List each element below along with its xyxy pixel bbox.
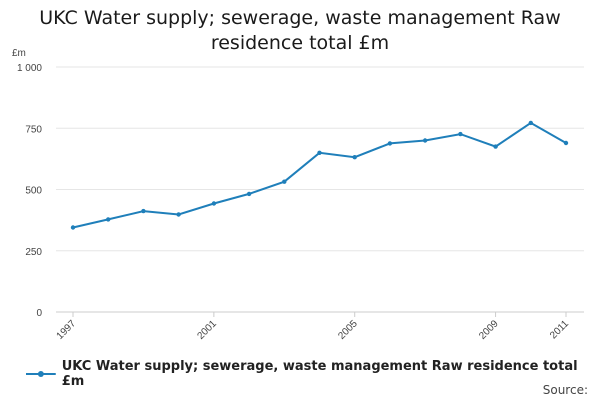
- series-line[interactable]: [72, 121, 567, 229]
- data-point[interactable]: [246, 191, 252, 197]
- data-point[interactable]: [176, 212, 181, 217]
- data-point[interactable]: [352, 155, 357, 160]
- y-axis-ticks: 0 250 500 750 1 000: [17, 63, 42, 319]
- x-tick-label: 1997: [55, 318, 79, 342]
- chart-title: UKC Water supply; sewerage, waste manage…: [39, 7, 561, 54]
- data-point[interactable]: [493, 144, 498, 149]
- data-point[interactable]: [563, 140, 569, 146]
- y-tick-label: 750: [25, 124, 42, 135]
- y-tick-label: 1 000: [17, 63, 42, 74]
- data-point[interactable]: [211, 201, 217, 206]
- x-tick-label: 2011: [548, 318, 571, 341]
- data-point[interactable]: [387, 141, 393, 146]
- data-point[interactable]: [528, 120, 533, 126]
- grid-lines: [56, 66, 584, 313]
- y-axis-unit-label: £m: [12, 48, 26, 59]
- x-tick-label: 2001: [195, 318, 219, 342]
- legend-line-marker-icon: [26, 371, 56, 377]
- y-tick-label: 0: [36, 308, 42, 319]
- data-point[interactable]: [106, 217, 111, 222]
- x-axis-ticks: 1997 2001 2005 2009 2011: [55, 312, 571, 342]
- x-tick-label: 2009: [477, 318, 501, 342]
- data-point[interactable]: [458, 131, 463, 137]
- series-layer: [70, 120, 569, 230]
- source-label: Source:: [542, 383, 588, 397]
- y-tick-label: 500: [25, 186, 42, 197]
- x-tick-label: 2005: [336, 318, 360, 342]
- data-point[interactable]: [422, 138, 428, 143]
- legend-label: UKC Water supply; sewerage, waste manage…: [61, 359, 578, 389]
- y-tick-label: 250: [25, 247, 42, 258]
- data-point[interactable]: [317, 150, 322, 155]
- data-point[interactable]: [282, 179, 287, 184]
- legend[interactable]: UKC Water supply; sewerage, waste manage…: [26, 359, 600, 389]
- data-point[interactable]: [70, 225, 76, 230]
- data-point[interactable]: [141, 208, 146, 214]
